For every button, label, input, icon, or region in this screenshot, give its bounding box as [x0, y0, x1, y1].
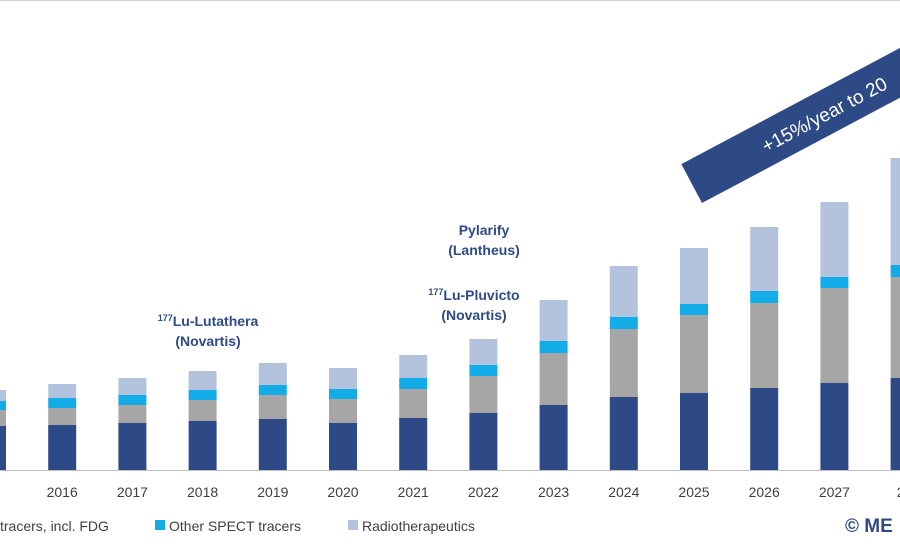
annotation-text: Lu-Lutathera	[173, 313, 259, 329]
annotation-sup: 177	[428, 287, 443, 297]
bar-segment	[820, 277, 849, 288]
annotation-text: Lu-Pluvicto	[443, 287, 519, 303]
bar-segment	[329, 368, 357, 389]
bar-segment	[539, 405, 568, 470]
bar-segment	[258, 395, 287, 419]
bar-segment	[469, 365, 498, 376]
bar-segment	[680, 304, 708, 315]
legend-label: Radiotherapeutics	[362, 518, 475, 534]
annotation: (Novartis)	[175, 333, 240, 349]
bar-segment	[48, 398, 77, 408]
x-tick-label: 2020	[327, 484, 358, 500]
legend-swatch	[155, 520, 165, 530]
bar-segment	[48, 425, 77, 470]
x-tick-label: 2019	[257, 484, 288, 500]
x-tick-label: 2023	[538, 484, 569, 500]
annotation-sup: 177	[158, 313, 173, 323]
bar-segment	[48, 384, 77, 398]
bar-segment	[399, 378, 428, 389]
bar-segment	[750, 388, 779, 470]
bar-segment	[258, 363, 287, 385]
bar-segment	[609, 397, 638, 470]
bar-segment	[399, 389, 428, 418]
bar-segment	[258, 385, 287, 395]
bar-segment	[820, 202, 849, 277]
annotation: (Lantheus)	[448, 242, 520, 258]
annotation: (Novartis)	[441, 307, 506, 323]
annotation: Pylarify	[459, 222, 510, 238]
bar-segment	[750, 227, 779, 291]
bar-segment	[609, 317, 638, 329]
bar-segment	[399, 355, 428, 378]
banner: +15%/year to 20	[681, 37, 900, 203]
x-tick-label: 2024	[608, 484, 639, 500]
bar-segment	[48, 408, 77, 425]
bar-segment	[0, 410, 6, 426]
bar-segment	[539, 300, 568, 341]
legend-label: tracers, incl. FDG	[0, 518, 109, 534]
bar-segment	[0, 390, 6, 401]
bar-segment	[890, 378, 900, 470]
x-tick-label: 2018	[187, 484, 218, 500]
bar-segment	[890, 158, 900, 265]
bar-segment	[469, 376, 498, 413]
bar-segment	[118, 378, 147, 395]
copyright: © ME	[845, 516, 893, 537]
legend-label: Other SPECT tracers	[169, 518, 301, 534]
bar-segment	[750, 303, 779, 388]
bar-segment	[258, 419, 287, 470]
bar-segment	[118, 405, 147, 423]
bar-segment	[609, 266, 638, 317]
bar-segment	[188, 400, 217, 421]
x-tick-label: 2025	[678, 484, 709, 500]
bar-segment	[890, 265, 900, 277]
annotation: 177Lu-Pluvicto	[428, 287, 519, 303]
annotation: 177Lu-Lutathera	[158, 313, 259, 329]
banner-box	[681, 37, 900, 203]
bar-segment	[118, 423, 147, 470]
bar-segment	[118, 395, 147, 405]
x-tick-label: 2021	[398, 484, 429, 500]
x-tick-label: 2017	[117, 484, 148, 500]
bar-segment	[329, 399, 357, 423]
bar-segment	[680, 248, 708, 304]
x-tick-label: 2027	[819, 484, 850, 500]
bar-segment	[609, 329, 638, 397]
bar-segment	[750, 291, 779, 303]
bar-segment	[329, 389, 357, 399]
x-tick-label: 20	[897, 484, 900, 500]
bar-segment	[0, 401, 6, 410]
bar-segment	[539, 341, 568, 353]
bar-segment	[680, 393, 708, 470]
bar-segment	[680, 315, 708, 393]
x-tick-label: 2026	[749, 484, 780, 500]
x-tick-label: 2016	[47, 484, 78, 500]
bar-segment	[188, 390, 217, 400]
bar-segment	[0, 426, 6, 470]
bar-segment	[188, 371, 217, 390]
legend-swatch	[348, 520, 358, 530]
bar-segment	[188, 421, 217, 470]
bar-segment	[890, 277, 900, 378]
bar-segment	[469, 339, 498, 365]
x-tick-label: 2022	[468, 484, 499, 500]
bar-segment	[399, 418, 428, 470]
bar-segment	[539, 353, 568, 405]
bar-segment	[820, 288, 849, 383]
bar-segment	[469, 413, 498, 470]
bar-segment	[329, 423, 357, 470]
bar-segment	[820, 383, 849, 470]
